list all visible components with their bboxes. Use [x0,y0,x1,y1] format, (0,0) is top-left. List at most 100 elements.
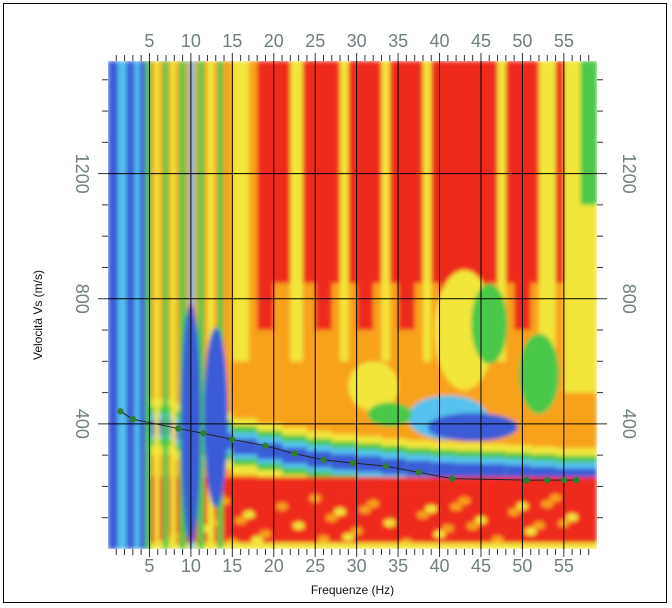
heatmap-patch [204,328,228,508]
heatmap-column [135,61,140,549]
heatmap-speckle [367,500,379,508]
x-tick-label-top: 20 [264,31,284,51]
heatmap-streak [423,61,431,361]
curve-point [117,408,123,414]
x-tick-label-bottom: 55 [554,556,574,576]
heatmap-speckle [259,530,271,538]
heatmap-column-low [108,61,145,549]
heatmap-speckle [450,503,462,511]
heatmap-layer [108,61,597,549]
curve-point [175,425,181,431]
x-tick-label-top: 30 [347,31,367,51]
x-tick-label-bottom: 25 [305,556,325,576]
x-tick-label-top: 25 [305,31,325,51]
heatmap-speckle [425,505,437,513]
heatmap-speckle [442,524,454,532]
heatmap-region-low [149,543,597,549]
curve-point [349,460,355,466]
heatmap-speckle [508,508,520,516]
x-tick-label-bottom: 50 [512,556,532,576]
heatmap-speckle [326,514,338,522]
heatmap-streak [340,61,348,361]
heatmap-region [580,61,597,205]
x-tick-label-bottom: 5 [144,556,154,576]
curve-point [544,477,550,483]
curve-point [561,477,567,483]
heatmap-column [171,61,176,549]
heatmap-speckle [342,533,354,541]
x-tick-label-top: 5 [144,31,154,51]
heatmap-streak [357,61,374,330]
heatmap-speckle [541,500,553,508]
heatmap-patch [368,402,412,426]
heatmap-speckle [550,494,562,502]
heatmap-column [154,61,159,549]
x-tick-label-bottom: 30 [347,556,367,576]
curve-point [229,436,235,442]
chart-frame: 5 5 10 10 15 15 20 20 25 25 30 30 35 35 40 40 45 45 50 50 55… [3,3,667,603]
heatmap-column [163,61,169,549]
x-axis-title: Frequenze (Hz) [311,583,394,597]
x-tick-label-bottom: 10 [181,556,201,576]
y-tick-label-left: 1200 [72,154,92,194]
heatmap-speckle [317,535,329,543]
heatmap-speckle [334,508,346,516]
heatmap-streak [257,61,274,330]
heatmap-speckle [293,522,305,530]
heatmap-column [118,61,126,549]
x-tick-label-bottom: 45 [471,556,491,576]
heatmap-streak [290,61,302,361]
heatmap-speckle [359,506,371,514]
heatmap-column [145,61,151,549]
heatmap-trough [257,443,282,459]
x-tick-label-bottom: 20 [264,556,284,576]
heatmap-speckle [458,497,470,505]
x-tick-label-top: 45 [471,31,491,51]
x-tick-label-bottom: 35 [388,556,408,576]
heatmap-streak [232,61,249,361]
heatmap-speckle [525,527,537,535]
heatmap-speckle [566,513,578,521]
heatmap-streak [398,61,415,330]
heatmap-speckle [251,536,263,544]
curve-point [291,450,297,456]
heatmap-speckle [492,536,504,544]
heatmap-speckle [417,511,429,519]
curve-point [573,477,579,483]
curve-point [320,457,326,463]
curve-point [382,463,388,469]
x-tick-label-top: 55 [554,31,574,51]
curve-point [200,430,206,436]
x-tick-label-top: 35 [388,31,408,51]
y-tick-label-right: 1200 [619,154,639,194]
heatmap-speckle [384,519,396,527]
x-tick-label-top: 10 [181,31,201,51]
y-tick-label-right: 400 [619,409,639,439]
heatmap-speckle [276,502,288,510]
y-tick-label-right: 800 [619,284,639,314]
curve-point [523,477,529,483]
curve-point [262,443,268,449]
dispersion-chart: 5510101515202025253030353540404545505055… [4,4,668,604]
x-tick-label-top: 40 [430,31,450,51]
heatmap-speckle [235,517,247,525]
x-tick-label-bottom: 15 [222,556,242,576]
heatmap-patch [471,284,507,364]
x-tick-label-bottom: 40 [430,556,450,576]
x-tick-label-top: 50 [512,31,532,51]
x-tick-label-top: 15 [222,31,242,51]
heatmap-trough [456,463,481,479]
y-axis-title: Velocità Vs (m/s) [31,270,45,360]
heatmap-speckle [467,522,479,530]
heatmap-patch [428,413,518,441]
heatmap-speckle [243,511,255,519]
heatmap-speckle [533,522,545,530]
heatmap-streak [315,61,332,330]
y-tick-label-left: 400 [72,409,92,439]
heatmap-trough [232,439,257,455]
heatmap-streak [382,61,390,361]
heatmap-streak [539,61,556,361]
y-tick-label-left: 800 [72,284,92,314]
curve-point [449,475,455,481]
heatmap-patch [519,334,559,414]
